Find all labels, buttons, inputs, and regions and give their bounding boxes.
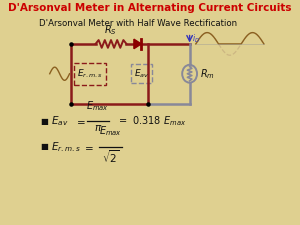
Text: $i_D$: $i_D$ — [192, 32, 200, 45]
Text: $\pi$: $\pi$ — [94, 123, 102, 133]
Text: ■: ■ — [40, 142, 48, 151]
Text: $R_S$: $R_S$ — [104, 24, 117, 37]
Text: $= \ 0.318 \ E_{max}$: $= \ 0.318 \ E_{max}$ — [117, 115, 186, 128]
Text: $=$: $=$ — [74, 117, 86, 126]
Text: $=$: $=$ — [82, 142, 94, 152]
Text: $E_{r.m.s}$: $E_{r.m.s}$ — [51, 140, 81, 154]
Text: D'Arsonval Meter in Alternating Current Circuits: D'Arsonval Meter in Alternating Current … — [8, 3, 292, 13]
Text: $E_{max}$: $E_{max}$ — [86, 99, 110, 113]
Text: $R_m$: $R_m$ — [200, 67, 215, 81]
Text: $E_{av}$: $E_{av}$ — [134, 68, 149, 80]
Text: $E_{av}$: $E_{av}$ — [51, 115, 68, 128]
Polygon shape — [134, 39, 141, 49]
Text: $E_{r.m.s}$: $E_{r.m.s}$ — [77, 68, 103, 80]
Text: $\sqrt{2}$: $\sqrt{2}$ — [101, 148, 119, 165]
Text: D'Arsonval Meter with Half Wave Rectification: D'Arsonval Meter with Half Wave Rectific… — [39, 18, 237, 27]
Text: ■: ■ — [40, 117, 48, 126]
Text: $E_{max}$: $E_{max}$ — [99, 125, 122, 138]
